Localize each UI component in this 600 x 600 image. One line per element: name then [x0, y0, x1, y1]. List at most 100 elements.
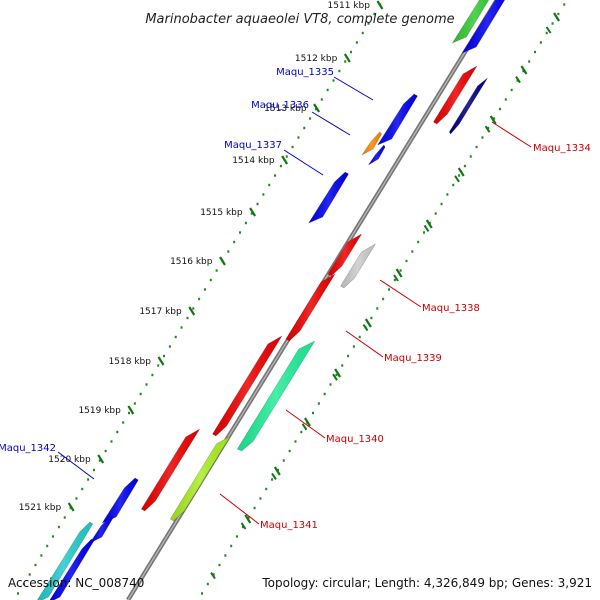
tick-label: 1517 kbp	[139, 307, 182, 317]
track-dot	[534, 50, 537, 54]
label-maqu-1337-leader	[283, 149, 324, 176]
tick-mark-outer	[249, 207, 257, 217]
track-dot	[323, 392, 326, 396]
track-dot	[563, 3, 566, 6]
gene-maqu-1336b[interactable]	[368, 144, 386, 166]
track-dot	[75, 497, 78, 500]
track-dot	[87, 478, 90, 481]
minor-tick	[484, 125, 491, 133]
track-dot	[57, 525, 60, 529]
tick-mark-inner	[489, 115, 497, 125]
track-dot	[241, 525, 244, 529]
tick-mark-inner	[244, 514, 252, 524]
tick-mark-inner	[425, 219, 433, 229]
track-dot	[498, 107, 501, 111]
map-title: Marinobacter aquaeolei VT8, complete gen…	[145, 12, 454, 27]
track-dot	[294, 440, 297, 443]
gene-maqu-1338[interactable]	[340, 243, 376, 289]
track-dot	[423, 231, 426, 234]
track-dot	[361, 31, 364, 35]
track-dot	[352, 345, 355, 348]
track-dot	[265, 487, 268, 491]
tick-mark-outer	[281, 155, 289, 165]
track-dot	[341, 364, 344, 367]
track-dot	[110, 440, 113, 443]
track-dot	[52, 535, 55, 538]
track-dot	[163, 354, 166, 358]
track-dot	[244, 221, 247, 225]
gene-maqu-1340[interactable]	[236, 340, 316, 452]
tick-mark-inner	[273, 466, 281, 476]
track-dot	[355, 41, 358, 44]
label-maqu-1341-leader	[219, 493, 260, 525]
label-maqu-1335-leader	[333, 76, 374, 101]
track-dot	[288, 449, 291, 453]
track-dot	[104, 449, 107, 453]
track-dot	[329, 383, 332, 386]
tick-mark-inner	[520, 65, 528, 75]
label-maqu-1338-leader	[379, 279, 422, 308]
gene-maqu-1341[interactable]	[169, 435, 231, 522]
label-maqu-1342[interactable]: Maqu_1342	[0, 443, 56, 454]
minor-tick	[393, 274, 399, 282]
gene-maqu-1342b[interactable]	[89, 515, 114, 544]
track-dot	[350, 50, 353, 54]
tick-mark-outer	[219, 256, 226, 266]
gene-maqu-cyan[interactable]	[36, 521, 94, 600]
gene-maqu-1337[interactable]	[307, 171, 349, 224]
track-dot	[510, 88, 513, 92]
label-maqu-1338[interactable]: Maqu_1338	[422, 303, 480, 314]
label-maqu-1336[interactable]: Maqu_1336	[251, 100, 309, 111]
tick-label: 1519 kbp	[78, 406, 121, 416]
track-dot	[122, 421, 125, 424]
gene-maqu-1335[interactable]	[376, 93, 418, 146]
track-dot	[151, 373, 154, 377]
track-dot	[133, 402, 136, 405]
gene-maqu-top-blue[interactable]	[461, 0, 513, 54]
track-dot	[446, 193, 449, 196]
label-maqu-1335[interactable]: Maqu_1335	[276, 67, 334, 78]
label-maqu-1340[interactable]: Maqu_1340	[326, 434, 384, 445]
gene-maqu-red-long[interactable]	[212, 335, 283, 437]
track-dot	[92, 468, 95, 472]
minor-tick	[423, 224, 430, 232]
label-maqu-1334[interactable]: Maqu_1334	[533, 143, 591, 154]
minor-tick	[301, 423, 308, 431]
tick-mark-outer	[376, 0, 384, 10]
gene-maqu-1343[interactable]	[48, 538, 95, 600]
label-maqu-1341[interactable]: Maqu_1341	[260, 520, 318, 531]
track-dot	[268, 183, 271, 187]
track-dot	[157, 364, 160, 367]
track-dot	[417, 240, 420, 244]
track-dot	[186, 316, 189, 320]
label-maqu-1339[interactable]: Maqu_1339	[384, 353, 442, 364]
gene-maqu-1334b[interactable]	[448, 77, 488, 135]
gene-maqu-1339[interactable]	[285, 273, 336, 342]
genome-summary: Topology: circular; Length: 4,326,849 bp…	[261, 576, 592, 590]
track-dot	[545, 31, 548, 35]
track-dot	[28, 573, 31, 576]
track-dot	[46, 544, 49, 548]
track-dot	[405, 259, 408, 263]
gene-maqu-red-lower[interactable]	[141, 428, 200, 512]
label-maqu-1337[interactable]: Maqu_1337	[224, 140, 282, 151]
track-dot	[557, 12, 560, 16]
track-dot	[239, 231, 242, 234]
track-dot	[332, 79, 335, 82]
gene-maqu-1334[interactable]	[433, 65, 478, 125]
gene-maqu-1336[interactable]	[361, 131, 382, 156]
track-dot	[168, 345, 171, 348]
track-dot	[463, 164, 466, 168]
track-dot	[370, 316, 373, 320]
gene-maqu-top-green[interactable]	[451, 0, 497, 44]
tick-mark-outer	[157, 356, 165, 366]
gene-maqu-1342[interactable]	[101, 477, 139, 524]
gene-labels: Maqu_1335 Maqu_1336 Maqu_1337 Maqu_1342 Maqu…	[0, 67, 591, 531]
minor-tick	[332, 373, 338, 381]
minor-tick	[545, 26, 552, 34]
gene-maqu-1338a[interactable]	[327, 233, 362, 277]
label-maqu-1339-leader	[345, 330, 384, 358]
track-dot	[358, 335, 361, 339]
track-dot	[236, 535, 239, 538]
